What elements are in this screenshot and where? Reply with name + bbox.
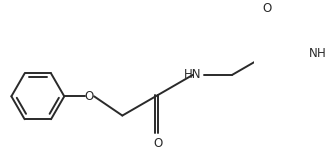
Text: NH$_2$: NH$_2$ [308, 47, 326, 62]
Text: HN: HN [184, 69, 201, 81]
Text: O: O [153, 137, 162, 150]
Text: O: O [84, 90, 94, 103]
Text: O: O [263, 2, 272, 15]
